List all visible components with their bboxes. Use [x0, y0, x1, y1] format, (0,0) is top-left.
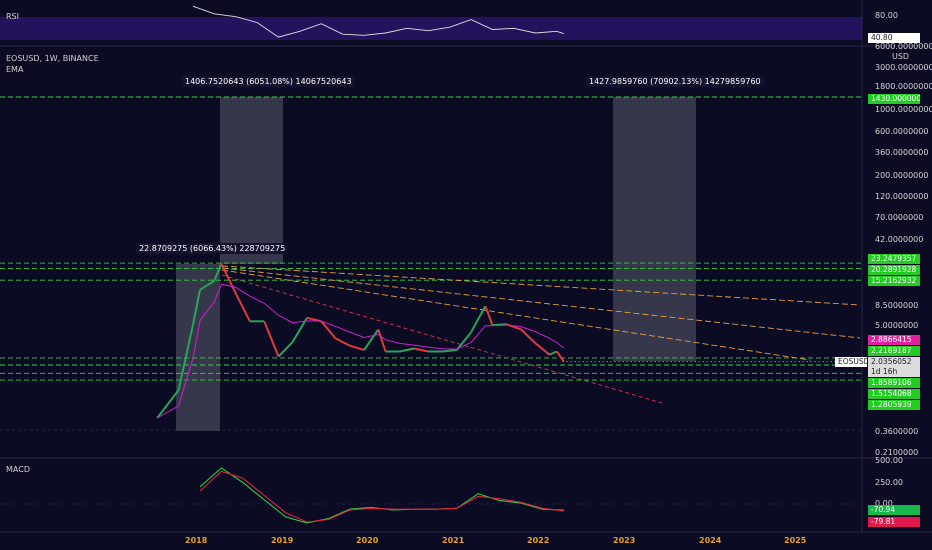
price-tag-1-28: 1.2805939 [868, 400, 920, 410]
rsi-band [0, 17, 862, 40]
price-tag-1-85: 1.8589106 [868, 378, 920, 388]
price-segment [399, 347, 415, 353]
price-segment [335, 337, 351, 347]
trend-line [221, 269, 811, 361]
signal-value-tag: -79.81 [868, 517, 920, 527]
measure-annotation-3: 22.8709275 (6066.43%) 228709275 [136, 243, 289, 254]
macd-tick: 0.00 [875, 499, 893, 508]
price-tick: 0.3600000 [875, 427, 919, 436]
price-segment [377, 329, 387, 352]
price-tag-1430: 1430.0000000 [868, 94, 920, 104]
trend-line [221, 267, 861, 339]
price-tag-ema: 2.8866415 [868, 335, 920, 345]
rsi-line [192, 5, 564, 38]
price-tick: 360.0000000 [875, 148, 929, 157]
price-tick: 6000.0000000 [875, 42, 932, 51]
currency-label: USD [892, 52, 910, 61]
price-segment [555, 350, 565, 362]
price-segment [484, 305, 494, 326]
rsi-value-tag: 40.80 [868, 33, 920, 43]
signal-line [199, 470, 564, 523]
measure-box [176, 264, 220, 431]
trend-line [221, 274, 663, 404]
price-segment [470, 305, 487, 333]
price-tag-15: 15.2162932 [868, 276, 920, 286]
measure-annotation-1: 1406.7520643 (6051.08%) 14067520643 [182, 76, 355, 87]
symbol-title[interactable]: EOSUSD, 1W, BINANCE [6, 54, 99, 63]
price-segment [520, 328, 536, 344]
macd-tick: 500.00 [875, 456, 903, 465]
price-tick: 600.0000000 [875, 127, 929, 136]
price-tick: 1000.0000000 [875, 105, 932, 114]
price-segment [413, 347, 429, 353]
price-tag-2-21: 2.2189187 [868, 346, 920, 356]
time-tick: 2019 [271, 536, 294, 545]
price-tick: 70.0000000 [875, 213, 924, 222]
symbol-price-tag: EOSUSD [835, 357, 867, 367]
price-segment [277, 341, 294, 358]
price-segment [291, 317, 308, 343]
price-tick: 120.0000000 [875, 192, 929, 201]
trend-line [221, 265, 861, 306]
price-segment [199, 279, 215, 291]
macd-tick: 250.00 [875, 478, 903, 487]
rsi-level-label: 80.00 [875, 11, 898, 20]
time-tick: 2018 [185, 536, 208, 545]
measure-box [220, 97, 283, 264]
price-tag-1-51: 1.5154068 [868, 389, 920, 399]
time-tick: 2023 [613, 536, 636, 545]
ema-indicator-label[interactable]: EMA [6, 65, 24, 74]
macd-title: MACD [6, 465, 30, 474]
price-tick: 200.0000000 [875, 171, 929, 180]
price-tag-last: 2.0356052 [868, 357, 920, 367]
price-tick: 5.0000000 [875, 321, 919, 330]
price-segment [534, 342, 551, 356]
price-segment [220, 263, 237, 294]
price-tag-20: 20.2891928 [868, 265, 920, 275]
price-tick: 1800.0000000 [875, 82, 932, 91]
time-tick: 2022 [527, 536, 550, 545]
rsi-title: RSI [6, 12, 19, 21]
time-tick: 2020 [356, 536, 379, 545]
price-tag-countdown: 1d 16h [868, 367, 920, 377]
price-segment [492, 323, 507, 327]
measure-box [613, 97, 696, 361]
price-segment [263, 320, 280, 357]
price-segment [191, 289, 201, 326]
price-segment [320, 320, 337, 340]
price-segment [442, 349, 457, 353]
price-tick: 3000.0000000 [875, 63, 932, 72]
price-segment [349, 344, 365, 351]
price-segment [156, 389, 180, 419]
macd-line [199, 467, 564, 524]
price-segment [363, 328, 380, 351]
time-tick: 2021 [442, 536, 465, 545]
measure-annotation-2: 1427.9859760 (70902.13%) 14279859760 [586, 76, 764, 87]
price-tick: 0.2100000 [875, 448, 919, 457]
price-segment [549, 350, 558, 356]
macd-value-tag: -70.94 [868, 505, 920, 515]
price-segment [213, 263, 223, 282]
time-tick: 2024 [699, 536, 722, 545]
price-tick: 8.5000000 [875, 301, 919, 310]
price-tag-23: 23.2479357 [868, 254, 920, 264]
price-tick: 42.0000000 [875, 235, 924, 244]
price-segment [456, 331, 472, 351]
time-tick: 2025 [784, 536, 807, 545]
price-segment [234, 292, 251, 322]
ema-line [156, 283, 565, 419]
price-segment [177, 324, 194, 391]
